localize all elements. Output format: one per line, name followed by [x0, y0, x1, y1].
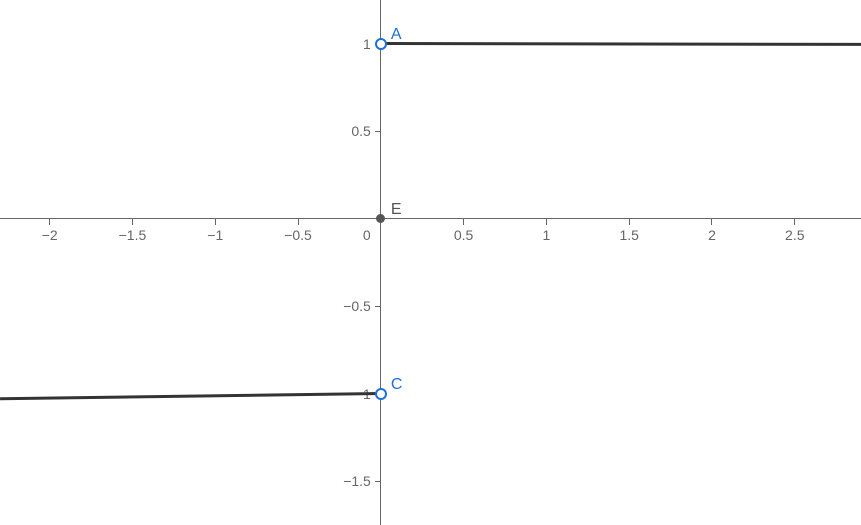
x-tick	[711, 219, 712, 225]
x-tick-label: −2	[30, 227, 70, 243]
y-axis	[380, 0, 381, 525]
x-tick	[463, 219, 464, 225]
y-tick-label: −0.5	[343, 298, 371, 314]
x-tick-label: 1	[526, 227, 566, 243]
y-tick-label: 1	[363, 36, 371, 52]
right-ray	[381, 42, 861, 46]
y-tick	[375, 306, 381, 307]
x-tick-label: −1.5	[112, 227, 152, 243]
point-label-E: E	[391, 201, 402, 219]
point-label-A: A	[391, 26, 402, 44]
x-tick	[49, 219, 50, 225]
x-tick-label: −1	[195, 227, 235, 243]
x-tick-label: 0	[363, 227, 371, 243]
x-tick	[629, 219, 630, 225]
x-tick	[132, 219, 133, 225]
left-ray	[0, 392, 381, 400]
x-tick	[794, 219, 795, 225]
x-tick-label: 0.5	[444, 227, 484, 243]
x-axis	[0, 218, 861, 219]
point-A[interactable]	[375, 38, 387, 50]
y-tick-label: −1.5	[343, 473, 371, 489]
x-tick-label: 2	[692, 227, 732, 243]
point-C[interactable]	[375, 388, 387, 400]
point-E[interactable]	[376, 214, 385, 223]
x-tick-label: 2.5	[775, 227, 815, 243]
x-tick-label: 1.5	[609, 227, 649, 243]
coordinate-plane: −2−1.5−1−0.500.511.522.5−1.5−1−0.50.51AC…	[0, 0, 861, 525]
x-tick	[298, 219, 299, 225]
x-tick	[215, 219, 216, 225]
y-tick	[375, 131, 381, 132]
x-tick	[546, 219, 547, 225]
x-tick-label: −0.5	[278, 227, 318, 243]
y-tick-label: 0.5	[351, 123, 370, 139]
y-tick	[375, 481, 381, 482]
point-label-C: C	[391, 376, 403, 394]
